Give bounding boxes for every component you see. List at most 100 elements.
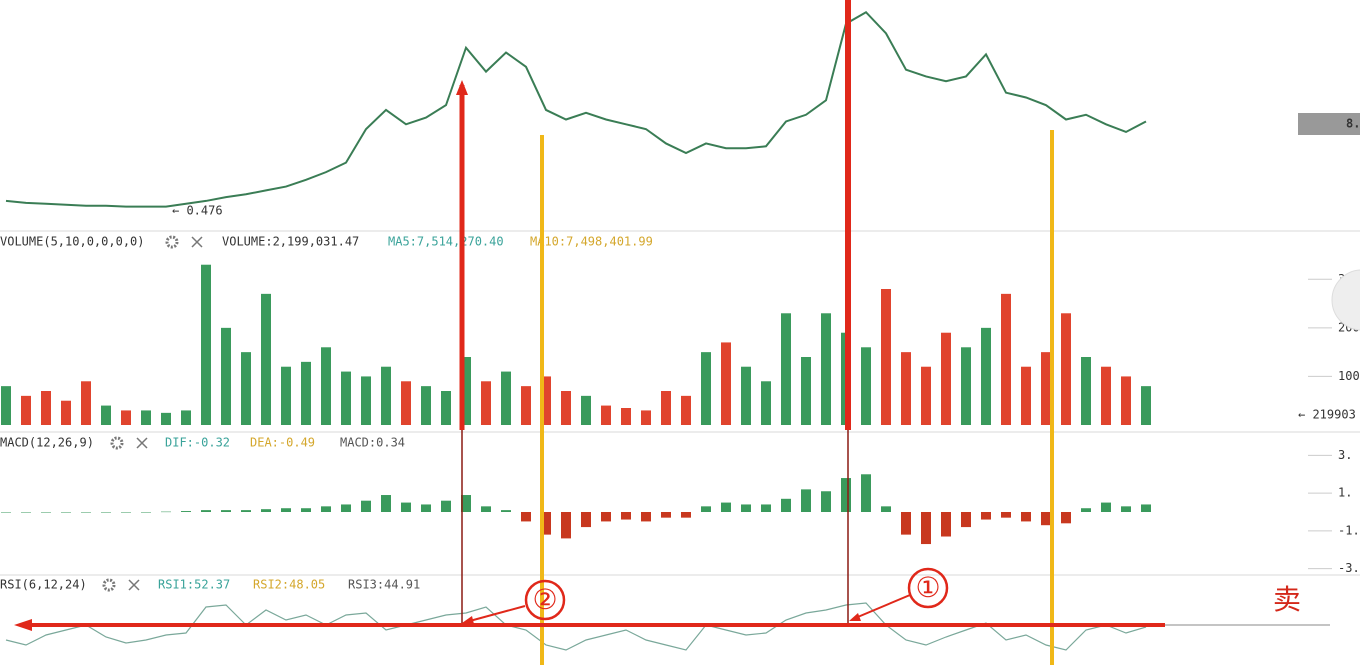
y-tick-label: 1.	[1338, 486, 1352, 500]
volume-bar	[701, 352, 711, 425]
volume-bar	[661, 391, 671, 425]
price-tag: 8.	[1346, 117, 1360, 131]
volume-bar	[761, 381, 771, 425]
plots: ← 0.476 8. VOLUME(5,10,0,0,0,0) VOLUME:2,19…	[0, 10, 1360, 651]
marker-label: ②	[532, 583, 557, 616]
volume-bar	[1121, 376, 1131, 425]
macd-bar	[201, 510, 211, 512]
volume-bar	[1041, 352, 1051, 425]
macd-bar	[281, 508, 291, 512]
panel-title: VOLUME(5,10,0,0,0,0)	[0, 235, 145, 249]
marker-label: ①	[915, 571, 940, 604]
macd-bar	[541, 512, 551, 535]
volume-bar	[341, 371, 351, 425]
macd-bar	[161, 511, 171, 513]
arrow-head	[849, 613, 861, 621]
volume-bar	[861, 347, 871, 425]
macd-bar	[401, 502, 411, 512]
close-icon[interactable]	[191, 236, 203, 248]
macd-bar	[381, 495, 391, 512]
macd-bar	[301, 508, 311, 512]
macd-bar	[521, 512, 531, 522]
macd-bar	[441, 500, 451, 512]
scroll-button[interactable]	[1331, 269, 1360, 331]
macd-bar	[461, 495, 471, 512]
panel-title: MACD(12,26,9)	[0, 436, 94, 450]
volume-bar	[881, 289, 891, 425]
macd-bar	[181, 511, 191, 512]
price-tag-box	[1298, 113, 1360, 135]
volume-bar	[1021, 366, 1031, 425]
volume-bar	[401, 381, 411, 425]
macd-bar	[121, 512, 131, 513]
macd-bar	[141, 512, 151, 513]
readout: RSI3:44.91	[348, 578, 420, 592]
macd-bar	[261, 509, 271, 512]
volume-bar	[521, 386, 531, 425]
low-label: ← 0.476	[172, 204, 223, 218]
y-tick-label: -1.	[1338, 523, 1360, 537]
macd-bar	[981, 512, 991, 520]
pointer	[852, 594, 911, 620]
close-icon[interactable]	[136, 437, 148, 449]
macd-bar	[421, 504, 431, 512]
rsi-line	[5, 602, 1147, 651]
volume-bar	[961, 347, 971, 425]
volume-bar	[21, 395, 31, 425]
macd-bar	[881, 506, 891, 512]
settings-icon[interactable]	[165, 235, 179, 249]
macd-bar	[621, 512, 631, 520]
volume-bar	[101, 405, 111, 425]
marker-circle	[524, 579, 566, 621]
macd-bar	[901, 512, 911, 535]
volume-bar	[901, 352, 911, 425]
volume-bar	[681, 395, 691, 425]
macd-bar	[361, 500, 371, 512]
volume-bar	[381, 366, 391, 425]
arrow-head	[456, 80, 468, 95]
volume-bar	[821, 313, 831, 425]
macd-bar	[341, 504, 351, 512]
volume-bar	[1001, 293, 1011, 425]
volume-bar	[941, 332, 951, 425]
settings-icon[interactable]	[102, 578, 116, 592]
volume-bar	[561, 391, 571, 425]
macd-bar	[1021, 512, 1031, 522]
readout: RSI1:52.37	[158, 578, 230, 592]
macd-bar	[581, 512, 591, 528]
readout: MACD:0.34	[340, 436, 405, 450]
volume-bar	[281, 366, 291, 425]
volume-bar	[721, 342, 731, 425]
volume-bar	[301, 361, 311, 425]
price-line	[5, 10, 1147, 208]
macd-bar	[81, 512, 91, 513]
macd-bar	[21, 512, 31, 513]
readout: VOLUME:2,199,031.47	[222, 235, 359, 249]
settings-icon[interactable]	[110, 436, 124, 450]
macd-bar	[921, 512, 931, 545]
macd-bar	[221, 510, 231, 512]
volume-bar	[741, 366, 751, 425]
volume-bar	[181, 410, 191, 425]
macd-bar	[821, 491, 831, 512]
volume-bar	[1141, 386, 1151, 425]
volume-bar	[781, 313, 791, 425]
macd-bar	[241, 510, 251, 512]
volume-bar	[921, 366, 931, 425]
volume-bar	[361, 376, 371, 425]
volume-bar	[1061, 313, 1071, 425]
arrow-head	[14, 619, 32, 631]
macd-bar	[681, 512, 691, 518]
macd-bar	[781, 498, 791, 512]
marker-circle	[907, 567, 949, 609]
volume-bar	[41, 391, 51, 425]
volume-bar	[421, 386, 431, 425]
macd-bar	[661, 512, 671, 518]
macd-bar	[1121, 506, 1131, 512]
volume-bar	[461, 357, 471, 425]
volume-bar	[201, 264, 211, 425]
close-icon[interactable]	[128, 579, 140, 591]
macd-bar	[961, 512, 971, 528]
readout: MA10:7,498,401.99	[530, 235, 653, 249]
